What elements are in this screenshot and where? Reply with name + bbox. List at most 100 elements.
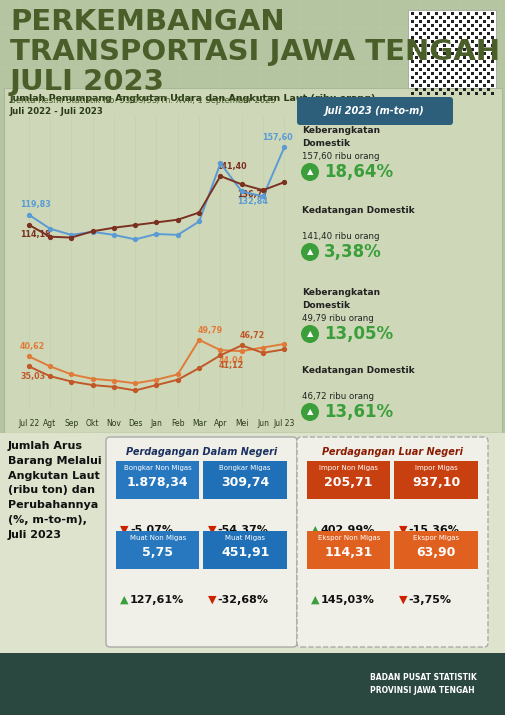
Bar bbox=[442, 20, 445, 23]
Bar bbox=[446, 40, 449, 43]
Bar bbox=[470, 64, 473, 67]
Bar bbox=[486, 24, 489, 27]
Bar bbox=[458, 28, 461, 31]
Bar bbox=[418, 12, 421, 15]
Bar bbox=[478, 24, 481, 27]
Bar bbox=[454, 64, 457, 67]
Text: 46,72: 46,72 bbox=[239, 331, 265, 340]
Bar bbox=[478, 88, 481, 91]
Text: Perdagangan Dalam Negeri: Perdagangan Dalam Negeri bbox=[126, 447, 277, 457]
Bar bbox=[434, 28, 437, 31]
Text: Bongkar Non Migas: Bongkar Non Migas bbox=[124, 465, 191, 471]
Bar bbox=[462, 32, 465, 35]
Bar bbox=[450, 52, 453, 55]
Bar bbox=[458, 52, 461, 55]
Text: 46,72 ribu orang: 46,72 ribu orang bbox=[301, 392, 373, 401]
Text: Domestik: Domestik bbox=[301, 301, 349, 310]
Bar bbox=[438, 24, 441, 27]
Bar bbox=[434, 44, 437, 47]
Bar bbox=[450, 84, 453, 87]
Circle shape bbox=[300, 403, 318, 421]
Bar bbox=[486, 56, 489, 59]
Text: ▼: ▼ bbox=[398, 525, 406, 535]
Bar bbox=[478, 64, 481, 67]
Text: 5,75: 5,75 bbox=[142, 546, 173, 558]
Bar bbox=[442, 60, 445, 63]
Text: Impor Non Migas: Impor Non Migas bbox=[319, 465, 378, 471]
Bar bbox=[418, 36, 421, 39]
Bar bbox=[454, 72, 457, 75]
Text: Kedatangan Domestik: Kedatangan Domestik bbox=[301, 206, 414, 215]
Bar bbox=[470, 88, 473, 91]
Bar bbox=[414, 56, 417, 59]
Text: 402,99%: 402,99% bbox=[320, 525, 375, 535]
Circle shape bbox=[300, 243, 318, 261]
Bar bbox=[430, 48, 433, 51]
Text: Ekspor Non Migas: Ekspor Non Migas bbox=[317, 535, 379, 541]
Bar bbox=[482, 92, 485, 95]
Bar bbox=[434, 60, 437, 63]
Bar bbox=[442, 52, 445, 55]
FancyBboxPatch shape bbox=[296, 97, 452, 125]
Bar bbox=[470, 40, 473, 43]
Bar bbox=[474, 60, 477, 63]
Bar bbox=[394, 531, 477, 569]
Bar bbox=[470, 80, 473, 83]
Bar bbox=[0, 653, 505, 715]
Bar bbox=[462, 56, 465, 59]
Text: 309,74: 309,74 bbox=[221, 475, 269, 488]
Text: 3,38%: 3,38% bbox=[323, 243, 381, 261]
Bar bbox=[486, 88, 489, 91]
Bar bbox=[414, 32, 417, 35]
Bar bbox=[410, 52, 413, 55]
Bar bbox=[466, 52, 469, 55]
Bar bbox=[203, 531, 286, 569]
Text: ▼: ▼ bbox=[120, 525, 128, 535]
Bar bbox=[442, 84, 445, 87]
Bar bbox=[458, 36, 461, 39]
Bar bbox=[422, 48, 425, 51]
Bar bbox=[430, 80, 433, 83]
Bar bbox=[466, 60, 469, 63]
Text: 44,04: 44,04 bbox=[218, 355, 243, 365]
Text: 205,71: 205,71 bbox=[324, 475, 372, 488]
Bar bbox=[414, 80, 417, 83]
Bar bbox=[466, 76, 469, 79]
Bar bbox=[478, 40, 481, 43]
Bar bbox=[414, 64, 417, 67]
Bar bbox=[458, 68, 461, 71]
Bar bbox=[490, 20, 493, 23]
Bar bbox=[482, 20, 485, 23]
Bar bbox=[462, 64, 465, 67]
Bar bbox=[418, 68, 421, 71]
Bar bbox=[454, 56, 457, 59]
Bar bbox=[462, 40, 465, 43]
Bar bbox=[454, 48, 457, 51]
Bar bbox=[490, 84, 493, 87]
Bar bbox=[430, 64, 433, 67]
Bar bbox=[0, 433, 505, 653]
Bar bbox=[414, 40, 417, 43]
Bar bbox=[454, 24, 457, 27]
Bar bbox=[446, 16, 449, 19]
Bar bbox=[116, 531, 199, 569]
Bar bbox=[450, 20, 453, 23]
Text: -3,75%: -3,75% bbox=[408, 595, 450, 605]
Text: ▲: ▲ bbox=[311, 525, 319, 535]
Text: -54,37%: -54,37% bbox=[217, 525, 268, 535]
Bar bbox=[430, 16, 433, 19]
Bar bbox=[450, 68, 453, 71]
Bar bbox=[454, 32, 457, 35]
FancyBboxPatch shape bbox=[296, 437, 487, 647]
Bar bbox=[470, 56, 473, 59]
Text: 451,91: 451,91 bbox=[221, 546, 269, 558]
Bar bbox=[434, 20, 437, 23]
Bar bbox=[422, 56, 425, 59]
Text: ▼: ▼ bbox=[207, 525, 216, 535]
Bar bbox=[462, 88, 465, 91]
Text: Bongkar Migas: Bongkar Migas bbox=[219, 465, 271, 471]
Bar bbox=[466, 92, 469, 95]
Bar bbox=[446, 80, 449, 83]
Text: 157,60: 157,60 bbox=[262, 133, 292, 142]
Bar bbox=[482, 36, 485, 39]
